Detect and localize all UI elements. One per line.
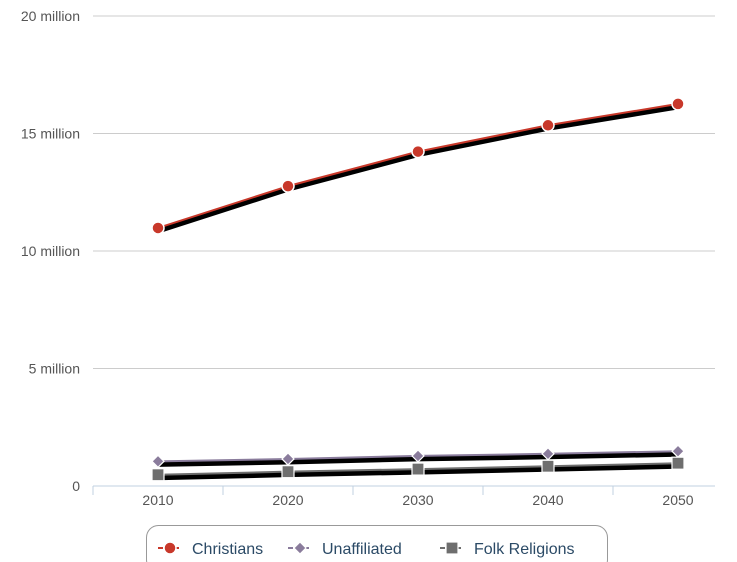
data-point-christians[interactable] <box>541 118 555 133</box>
data-point-unaffiliated[interactable] <box>151 454 165 469</box>
y-tick-label: 0 <box>72 478 80 494</box>
legend-label: Folk Religions <box>474 541 574 558</box>
legend-item-unaffiliated[interactable]: Unaffiliated <box>288 541 402 558</box>
legend-marker-unaffiliated[interactable] <box>293 541 307 555</box>
y-tick-label: 10 million <box>21 243 80 259</box>
y-tick-label: 5 million <box>29 361 80 377</box>
x-tick-label: 2010 <box>142 492 173 508</box>
data-point-unaffiliated[interactable] <box>281 452 295 466</box>
y-tick-label: 20 million <box>21 8 80 24</box>
data-point-christians[interactable] <box>411 144 425 159</box>
legend-label: Unaffiliated <box>322 541 402 558</box>
legend-marker-folk-religions[interactable] <box>445 541 459 555</box>
legend-box <box>146 525 608 562</box>
legend-item-folk-religions[interactable]: Folk Religions <box>440 541 574 558</box>
legend-label: Christians <box>192 541 263 558</box>
legend: Christians Unaffiliated Folk Religions <box>146 525 608 562</box>
legend-marker-christians[interactable] <box>163 541 177 555</box>
x-tick-label: 2020 <box>272 492 303 508</box>
data-point-folk-religions[interactable] <box>411 462 425 476</box>
y-tick-label: 15 million <box>21 126 80 142</box>
x-tick-label: 2040 <box>532 492 563 508</box>
legend-item-christians[interactable]: Christians <box>158 541 263 558</box>
data-point-christians[interactable] <box>151 221 165 235</box>
data-point-folk-religions[interactable] <box>151 468 165 482</box>
data-point-christians[interactable] <box>671 97 685 111</box>
x-tick-label: 2030 <box>402 492 433 508</box>
data-point-folk-religions[interactable] <box>281 465 295 479</box>
series-line-christians <box>157 102 679 229</box>
x-tick-label: 2050 <box>662 492 693 508</box>
data-point-folk-religions[interactable] <box>541 459 555 473</box>
data-point-unaffiliated[interactable] <box>411 449 425 463</box>
data-point-christians[interactable] <box>281 179 295 193</box>
data-point-folk-religions[interactable] <box>671 456 685 470</box>
series-shadow-christians <box>155 104 681 234</box>
